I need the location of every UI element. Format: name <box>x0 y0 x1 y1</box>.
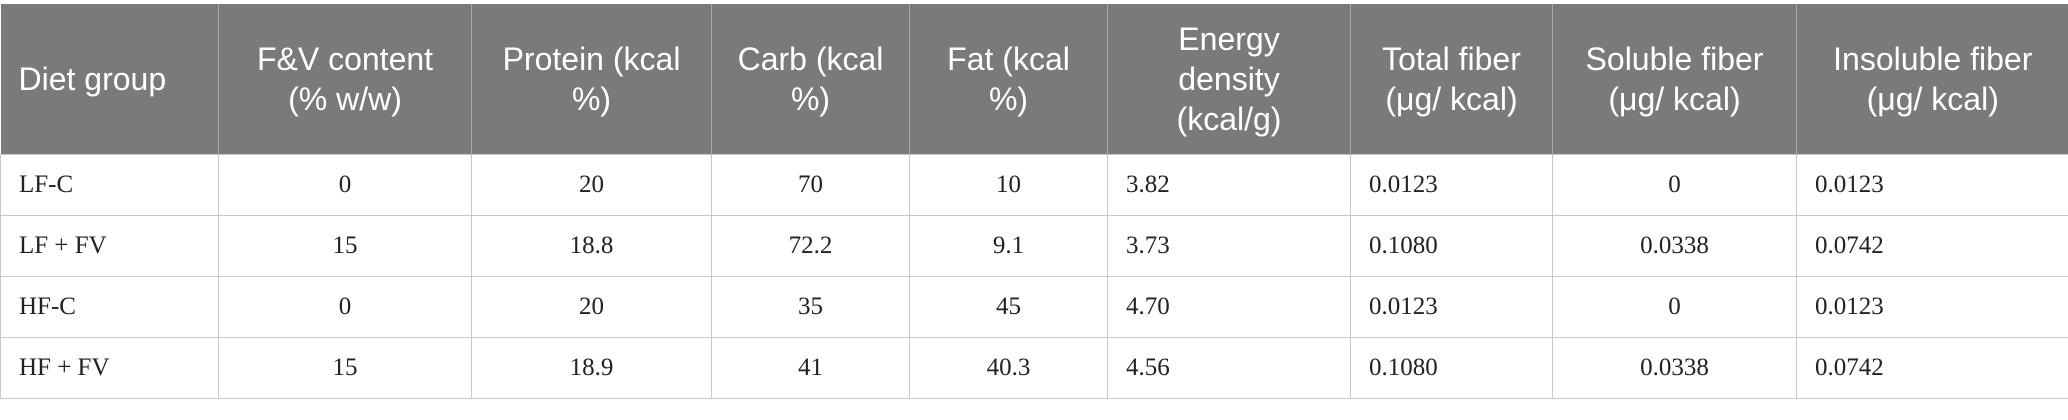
cell-total-fiber: 0.0123 <box>1350 153 1553 216</box>
header-soluble-fiber: Soluble fiber (μg/ kcal) <box>1552 4 1797 154</box>
cell-total-fiber: 0.1080 <box>1350 336 1553 399</box>
cell-diet-group: LF-C <box>0 153 219 216</box>
cell-soluble-fiber: 0 <box>1552 275 1797 338</box>
cell-fv-content: 15 <box>218 336 472 399</box>
cell-diet-group: HF-C <box>0 275 219 338</box>
header-total-fiber: Total fiber (μg/ kcal) <box>1350 4 1553 154</box>
cell-insoluble-fiber: 0.0742 <box>1796 336 2068 399</box>
cell-soluble-fiber: 0.0338 <box>1552 214 1797 277</box>
cell-energy-density: 3.82 <box>1107 153 1351 216</box>
header-insoluble-fiber: Insoluble fiber (μg/ kcal) <box>1796 4 2068 154</box>
cell-diet-group: HF + FV <box>0 336 219 399</box>
cell-diet-group: LF + FV <box>0 214 219 277</box>
cell-soluble-fiber: 0 <box>1552 153 1797 216</box>
cell-energy-density: 3.73 <box>1107 214 1351 277</box>
header-row: Diet group F&V content (% w/w) Protein (… <box>0 4 2068 154</box>
cell-protein: 20 <box>471 153 712 216</box>
cell-fv-content: 15 <box>218 214 472 277</box>
table-row: HF + FV 15 18.9 41 40.3 4.56 0.1080 0.03… <box>0 336 2068 399</box>
header-carb: Carb (kcal %) <box>711 4 910 154</box>
table-row: HF-C 0 20 35 45 4.70 0.0123 0 0.0123 <box>0 275 2068 338</box>
cell-insoluble-fiber: 0.0123 <box>1796 153 2068 216</box>
header-diet-group: Diet group <box>0 4 219 154</box>
header-energy-density: Energy density (kcal/g) <box>1107 4 1351 154</box>
cell-insoluble-fiber: 0.0742 <box>1796 214 2068 277</box>
cell-fv-content: 0 <box>218 153 472 216</box>
cell-fat: 10 <box>909 153 1108 216</box>
cell-insoluble-fiber: 0.0123 <box>1796 275 2068 338</box>
header-fat: Fat (kcal %) <box>909 4 1108 154</box>
cell-energy-density: 4.70 <box>1107 275 1351 338</box>
cell-fv-content: 0 <box>218 275 472 338</box>
cell-total-fiber: 0.1080 <box>1350 214 1553 277</box>
cell-carb: 35 <box>711 275 910 338</box>
table-body: LF-C 0 20 70 10 3.82 0.0123 0 0.0123 LF … <box>0 153 2068 399</box>
header-protein: Protein (kcal %) <box>471 4 712 154</box>
cell-soluble-fiber: 0.0338 <box>1552 336 1797 399</box>
cell-protein: 20 <box>471 275 712 338</box>
diet-composition-table: Diet group F&V content (% w/w) Protein (… <box>0 4 2068 399</box>
cell-fat: 45 <box>909 275 1108 338</box>
cell-fat: 40.3 <box>909 336 1108 399</box>
cell-protein: 18.9 <box>471 336 712 399</box>
header-fv-content: F&V content (% w/w) <box>218 4 472 154</box>
table-row: LF + FV 15 18.8 72.2 9.1 3.73 0.1080 0.0… <box>0 214 2068 277</box>
cell-energy-density: 4.56 <box>1107 336 1351 399</box>
cell-carb: 72.2 <box>711 214 910 277</box>
cell-protein: 18.8 <box>471 214 712 277</box>
table-row: LF-C 0 20 70 10 3.82 0.0123 0 0.0123 <box>0 153 2068 216</box>
cell-carb: 70 <box>711 153 910 216</box>
cell-carb: 41 <box>711 336 910 399</box>
cell-total-fiber: 0.0123 <box>1350 275 1553 338</box>
table-header: Diet group F&V content (% w/w) Protein (… <box>0 4 2068 154</box>
cell-fat: 9.1 <box>909 214 1108 277</box>
